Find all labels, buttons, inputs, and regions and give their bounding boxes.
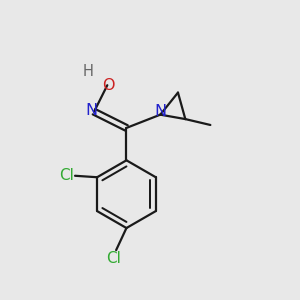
Text: Cl: Cl <box>106 251 121 266</box>
Text: N: N <box>154 103 167 118</box>
Text: N: N <box>85 103 98 118</box>
Text: H: H <box>83 64 94 80</box>
Text: Cl: Cl <box>59 168 74 183</box>
Text: O: O <box>103 78 115 93</box>
